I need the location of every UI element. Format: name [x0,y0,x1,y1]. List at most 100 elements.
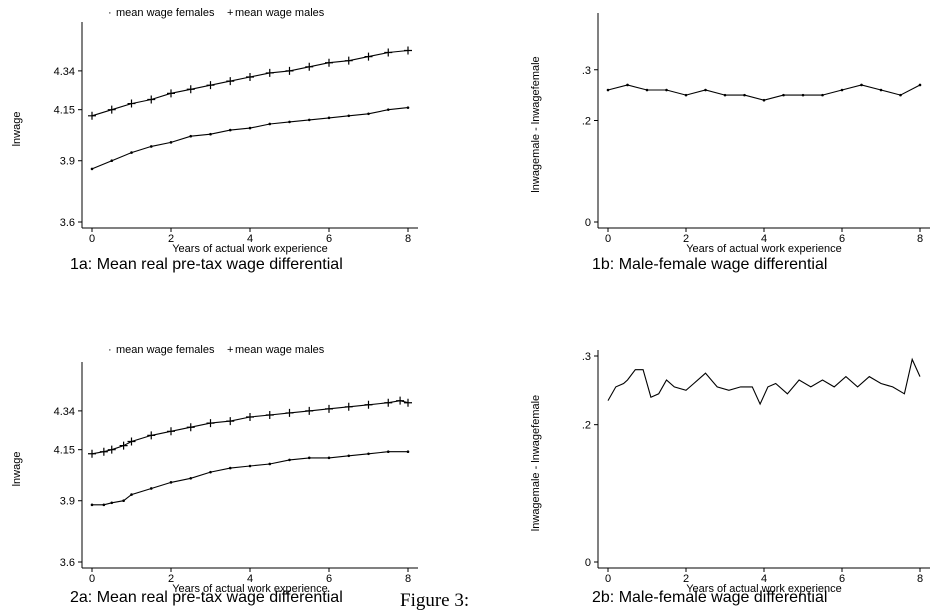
data-point [169,481,173,484]
y-tick-label: .2 [582,116,591,128]
data-point [386,450,390,454]
data-point [404,46,412,55]
data-point [723,93,727,97]
data-point [127,99,136,108]
y-tick-label: 3.9 [60,156,75,168]
chart-1a: 3.6 3.9 4.15 4.34 0 2 4 6 8 Years of actual work … [11,7,418,273]
series-1 [607,357,921,406]
data-point [327,456,331,460]
data-point [147,431,156,440]
data-point [209,470,212,474]
data-point [189,134,193,138]
data-point [821,93,824,97]
figure-label: Figure 3: [400,590,469,611]
data-point [364,400,373,409]
data-point [248,126,252,130]
x-tick-label: 6 [839,573,845,585]
x-tick-label: 6 [839,233,845,245]
data-point [801,93,805,97]
x-tick-label: 4 [247,233,253,245]
panel-caption: 1b: Male-female wage differential [592,256,827,273]
data-point [102,503,106,507]
data-point [899,93,902,97]
data-point [209,132,212,136]
x-axis-label: Years of actual work experience [172,243,328,255]
x-tick-label: 4 [761,233,767,245]
x-tick-label: 8 [405,233,411,245]
legend-label: mean wage males [235,7,325,19]
data-point [918,83,922,87]
data-point [325,58,333,67]
data-point [130,151,133,154]
data-point [248,464,252,468]
y-tick-label: .3 [582,351,591,363]
series-1 [90,106,410,171]
data-point [246,73,254,82]
series-line [91,400,409,455]
x-tick-label: 6 [326,233,332,245]
data-point [347,454,351,458]
y-tick-label: 0 [585,557,591,569]
y-axis-label: lnwagemale - lnwagefemale [530,56,542,192]
data-point [762,98,766,102]
series-line [92,451,408,506]
legend-symbol: · [108,7,112,19]
y-tick-label: 0 [585,217,591,229]
data-point [367,112,370,116]
series-line [607,84,921,101]
data-point [325,404,333,413]
data-point [119,441,128,450]
x-tick-label: 6 [326,573,332,585]
data-point [860,83,863,87]
data-point [367,452,370,456]
x-tick-label: 0 [89,573,95,585]
x-tick-label: 2 [168,233,174,245]
data-point [90,503,94,507]
y-tick-label: 4.34 [54,66,75,78]
panel-caption: 1a: Mean real pre-tax wage differential [70,256,343,273]
data-point [743,93,746,97]
data-point [167,89,175,98]
data-point [384,48,393,57]
series-1 [606,83,922,102]
data-point [606,88,610,92]
y-tick-label: 3.9 [60,496,75,508]
data-point [384,398,393,407]
x-tick-label: 0 [89,233,95,245]
data-point [268,462,272,466]
series-line [91,107,409,170]
legend-symbol: · [108,344,112,356]
legend-symbol: + [227,7,233,19]
x-tick-label: 8 [405,573,411,585]
chart-1b: 0 .2 .3 0 2 4 6 8 Years of actual work experienc… [530,13,930,273]
data-point [122,499,125,503]
data-point [704,88,707,92]
data-point [344,402,353,411]
x-tick-label: 8 [917,233,923,245]
data-point [684,93,688,97]
data-point [206,419,215,428]
data-point [186,85,195,94]
data-point [305,62,314,71]
series-2 [88,396,412,458]
data-point [90,167,94,171]
chart-2b: 0 .2 .3 0 2 4 6 8 Years of actual work experienc… [530,350,930,606]
data-point [285,408,294,417]
data-point [189,476,193,480]
data-point [107,105,116,114]
x-tick-label: 0 [605,573,611,585]
legend-label: mean wage females [116,7,215,19]
data-point [347,114,351,118]
data-point [110,159,114,163]
data-point [626,83,629,87]
data-point [206,81,215,90]
data-point [645,88,649,92]
data-point [307,118,311,122]
series-2 [88,46,412,120]
y-axis-label: lnwage [11,112,23,147]
legend-symbol: + [227,344,233,356]
x-tick-label: 2 [168,573,174,585]
data-point [226,77,235,86]
data-point [149,145,153,148]
chart-2a: 3.6 3.9 4.15 4.34 0 2 4 6 8 Years of actual work … [11,344,418,606]
